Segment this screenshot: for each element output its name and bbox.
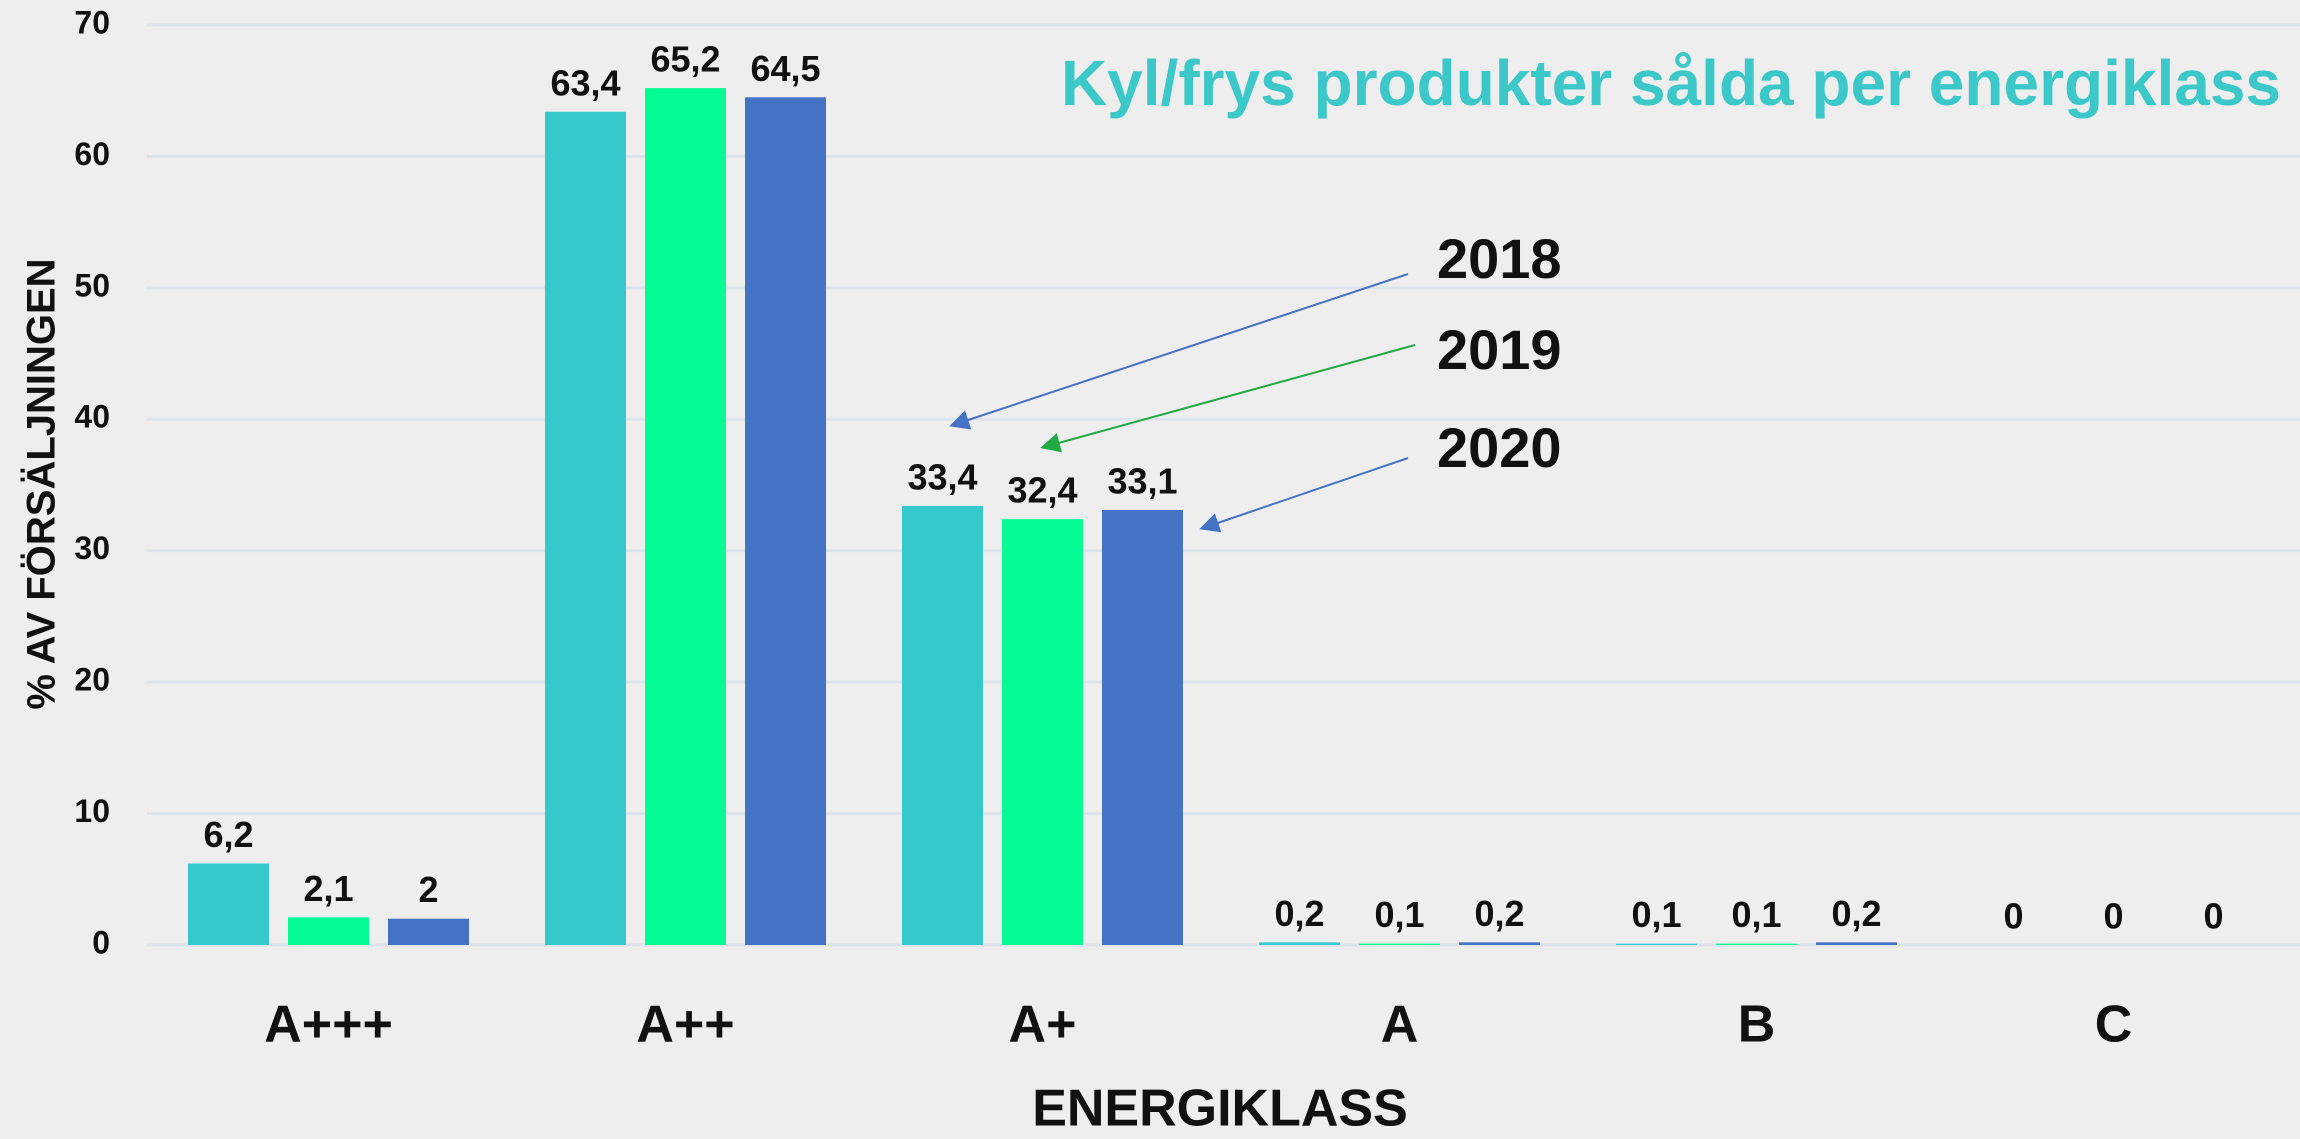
x-tick-label: B (1738, 996, 1776, 1054)
bar (1616, 943, 1697, 945)
bar (388, 918, 469, 945)
bar (1002, 519, 1083, 945)
y-tick-label: 10 (74, 793, 110, 829)
bar (745, 97, 826, 946)
bar (645, 88, 726, 946)
arrow (1040, 344, 1416, 453)
bars (188, 88, 1897, 946)
y-tick-label: 40 (74, 399, 110, 435)
legend-label: 2018 (1437, 227, 1562, 290)
y-tick-label: 20 (74, 662, 110, 698)
value-label: 0 (2103, 896, 2123, 937)
value-label: 2 (418, 869, 438, 910)
x-tick-label: A (1381, 996, 1419, 1054)
value-label: 0 (2203, 896, 2223, 937)
value-label: 0,2 (1274, 893, 1324, 934)
bar (545, 111, 626, 945)
bar (288, 917, 369, 945)
x-tick-label: A+ (1009, 996, 1077, 1054)
y-tick-label: 0 (92, 924, 110, 960)
x-axis-label: ENERGIKLASS (1032, 1080, 1408, 1138)
value-label: 65,2 (650, 39, 720, 80)
value-label: 64,5 (750, 48, 820, 89)
value-label: 6,2 (203, 814, 253, 855)
x-tick-label: C (2095, 996, 2133, 1054)
bar (1459, 942, 1540, 945)
y-tick-label: 30 (74, 530, 110, 566)
y-axis-label: % AV FÖRSÄLJNINGEN (19, 258, 64, 709)
arrow (1199, 457, 1409, 533)
y-tick-label: 60 (74, 136, 110, 172)
value-label: 0,1 (1631, 894, 1681, 935)
y-tick-label: 70 (74, 4, 110, 40)
grid (147, 23, 2300, 947)
value-label: 0,1 (1731, 894, 1781, 935)
value-label: 32,4 (1007, 470, 1077, 511)
bar (1359, 943, 1440, 945)
bar (1716, 943, 1797, 945)
arrow (949, 273, 1409, 430)
legend-label: 2020 (1437, 416, 1562, 479)
bar (902, 506, 983, 945)
value-label: 0 (2003, 896, 2023, 937)
bar (1259, 942, 1340, 945)
value-label: 0,2 (1474, 893, 1524, 934)
chart-title: Kyl/frys produkter sålda per energiklass (1061, 47, 2281, 119)
value-label: 33,1 (1107, 460, 1177, 501)
value-label: 0,1 (1374, 894, 1424, 935)
x-tick-label: A++ (636, 996, 734, 1054)
x-tick-label: A+++ (264, 996, 393, 1054)
bar (1816, 942, 1897, 945)
bar (1102, 509, 1183, 945)
value-label: 0,2 (1831, 893, 1881, 934)
value-label: 2,1 (303, 868, 353, 909)
bar (188, 863, 269, 945)
y-tick-label: 50 (74, 267, 110, 303)
value-label: 63,4 (550, 62, 620, 103)
value-label: 33,4 (907, 457, 977, 498)
legend-label: 2019 (1437, 318, 1562, 381)
